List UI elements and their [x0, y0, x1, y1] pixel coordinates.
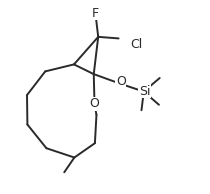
Text: O: O [116, 75, 126, 88]
Text: O: O [90, 97, 100, 110]
Text: F: F [91, 7, 98, 20]
Text: Si: Si [139, 85, 150, 98]
Text: Cl: Cl [131, 38, 143, 51]
